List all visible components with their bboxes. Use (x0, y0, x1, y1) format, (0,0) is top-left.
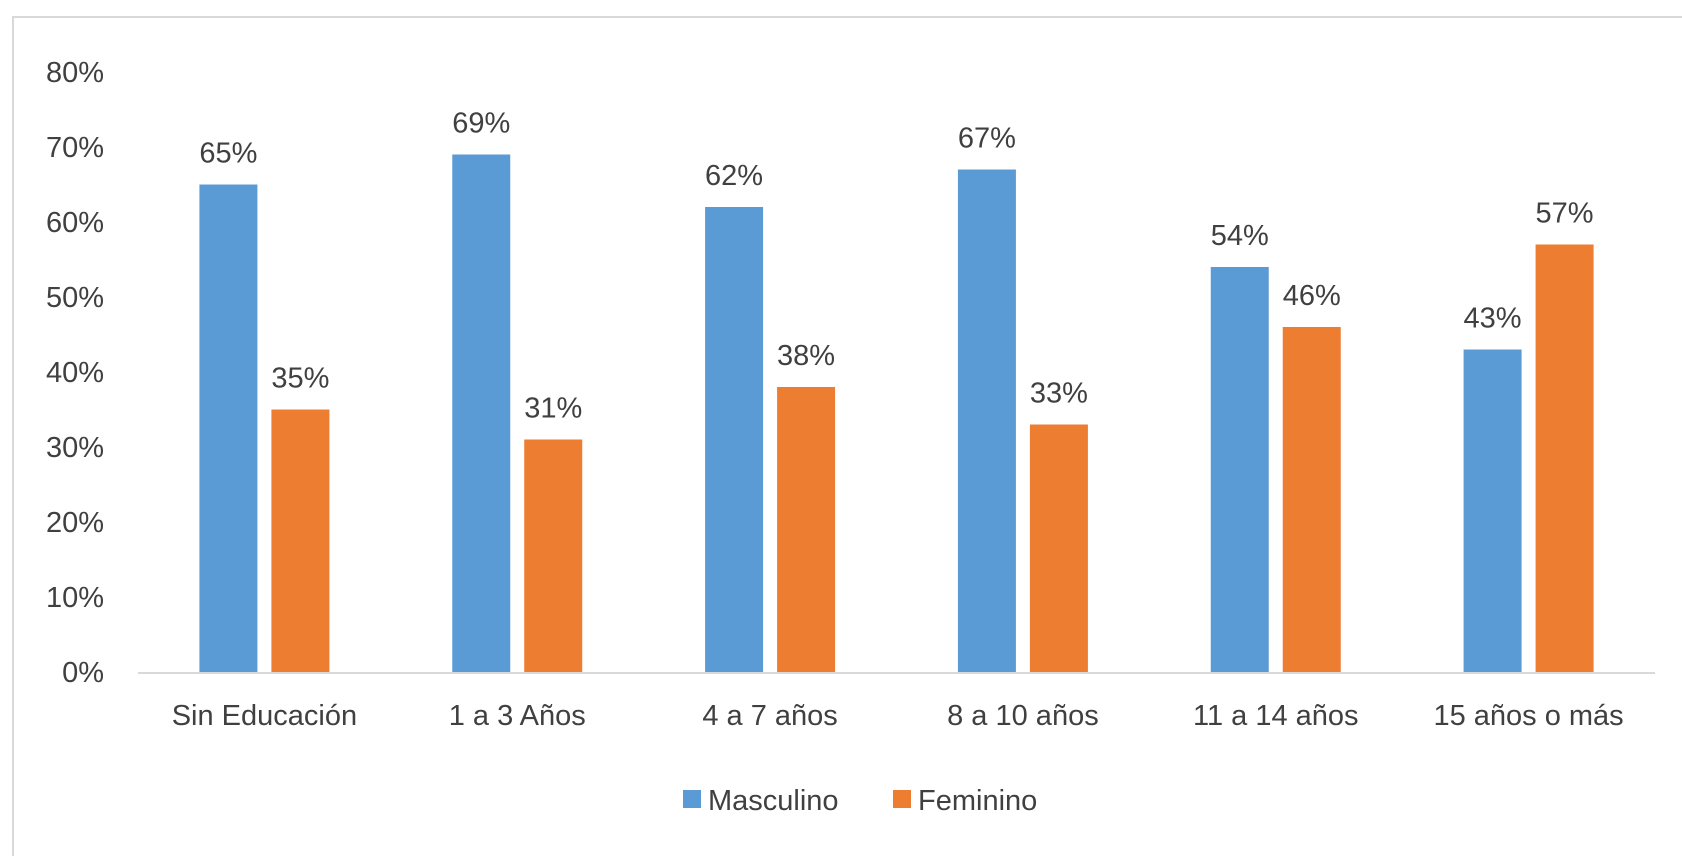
data-label: 54% (1211, 220, 1269, 252)
data-label: 43% (1464, 303, 1522, 335)
bar-feminino[interactable] (1535, 244, 1594, 673)
y-tick-label: 40% (46, 357, 104, 389)
x-tick-label: Sin Educación (172, 700, 357, 732)
y-tick-label: 50% (46, 282, 104, 314)
legend-label-masculino[interactable]: Masculino (708, 785, 839, 817)
legend-swatch-feminino (893, 790, 911, 808)
y-tick-label: 10% (46, 582, 104, 614)
data-label: 65% (199, 138, 257, 170)
y-tick-label: 0% (62, 657, 104, 689)
data-label: 62% (705, 160, 763, 192)
y-tick-label: 80% (46, 57, 104, 89)
y-tick-label: 20% (46, 507, 104, 539)
x-tick-label: 11 a 14 años (1193, 700, 1359, 732)
legend-label-feminino[interactable]: Feminino (918, 785, 1037, 817)
bar-feminino[interactable] (271, 409, 330, 673)
data-label: 46% (1283, 280, 1341, 312)
bar-masculino[interactable] (957, 169, 1016, 673)
data-label: 31% (524, 393, 582, 425)
x-tick-label: 4 a 7 años (702, 700, 837, 732)
bar-masculino[interactable] (1463, 349, 1522, 673)
legend-swatch-masculino (683, 790, 701, 808)
y-tick-label: 70% (46, 132, 104, 164)
bar-masculino[interactable] (705, 207, 764, 672)
data-label: 33% (1030, 378, 1088, 410)
x-axis-labels: Sin Educación 1 a 3 Años 4 a 7 años 8 a 10 … (172, 700, 1624, 732)
x-tick-label: 1 a 3 Años (449, 700, 586, 732)
bar-feminino[interactable] (1029, 424, 1088, 673)
legend[interactable]: Masculino Feminino (683, 785, 1037, 817)
data-label: 57% (1536, 198, 1594, 230)
bar-feminino[interactable] (777, 387, 836, 672)
data-label: 67% (958, 123, 1016, 155)
data-label: 35% (271, 363, 329, 395)
x-tick-label: 15 años o más (1433, 700, 1623, 732)
bar-masculino[interactable] (1210, 267, 1269, 672)
data-label: 38% (777, 340, 835, 372)
x-tick-label: 8 a 10 años (947, 700, 1099, 732)
bar-feminino[interactable] (1282, 327, 1341, 672)
bar-masculino[interactable] (452, 154, 511, 673)
y-axis-labels: 0% 10% 20% 30% 40% 50% 60% 70% 80% (46, 57, 104, 689)
data-label: 69% (452, 108, 510, 140)
bar-feminino[interactable] (524, 439, 583, 673)
y-tick-label: 60% (46, 207, 104, 239)
y-tick-label: 30% (46, 432, 104, 464)
data-labels: 65% 35% 69% 31% 62% 38% 67% 33% 54% 46% 43% 57% (199, 108, 1593, 425)
bars (199, 154, 1594, 673)
bar-masculino[interactable] (199, 184, 258, 673)
